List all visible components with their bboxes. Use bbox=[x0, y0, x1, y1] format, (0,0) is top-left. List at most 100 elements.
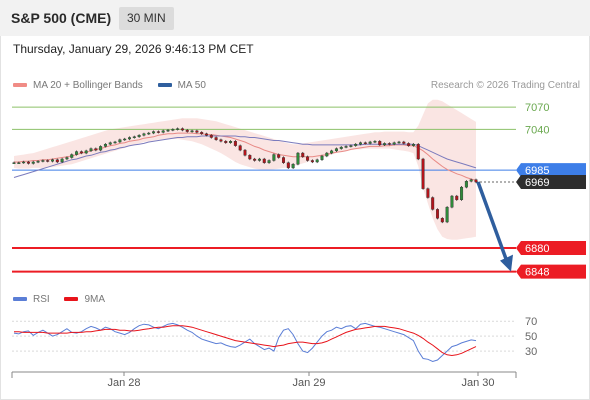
candle-body bbox=[127, 137, 131, 140]
rsi-9ma-line bbox=[14, 325, 477, 357]
instrument-name: S&P 500 (CME) bbox=[11, 10, 112, 26]
rsi-legend: RSI 9MA bbox=[13, 294, 117, 305]
legend-label-9ma: 9MA bbox=[84, 294, 106, 305]
candle-body bbox=[363, 142, 367, 144]
x-tick-label-2: Jan 30 bbox=[461, 377, 494, 389]
candle-body bbox=[431, 197, 435, 210]
candle-body bbox=[176, 128, 180, 130]
candle-body bbox=[296, 152, 300, 165]
candle-body bbox=[31, 161, 35, 164]
candle-body bbox=[26, 161, 30, 164]
candle-body bbox=[373, 141, 377, 143]
candle-body bbox=[301, 152, 305, 157]
candle-body bbox=[416, 143, 420, 160]
candle-body bbox=[411, 143, 415, 146]
candle-body bbox=[469, 179, 473, 182]
legend-label-rsi: RSI bbox=[33, 294, 50, 305]
legend-item-9ma: 9MA bbox=[64, 294, 105, 305]
credit-text: Research © 2026 Trading Central bbox=[430, 80, 580, 91]
candle-body bbox=[267, 160, 271, 163]
candle-body bbox=[387, 143, 391, 145]
candle-body bbox=[166, 129, 170, 132]
candle-body bbox=[94, 148, 98, 151]
legend-item-rsi: RSI bbox=[13, 294, 50, 305]
price-tag-6985 bbox=[516, 163, 586, 178]
candle-body bbox=[315, 159, 319, 163]
bollinger-band-area bbox=[14, 99, 476, 240]
candle-body bbox=[219, 139, 223, 142]
candle-body bbox=[339, 146, 343, 149]
candle-body bbox=[229, 141, 233, 143]
candle-body bbox=[99, 146, 103, 151]
candle-body bbox=[137, 135, 141, 137]
candle-body bbox=[291, 163, 295, 169]
candle-body bbox=[65, 157, 69, 160]
candle-body bbox=[359, 142, 363, 145]
price-tag-6969 bbox=[516, 174, 586, 189]
candle-body bbox=[75, 151, 79, 155]
candle-body bbox=[402, 141, 406, 144]
candle-body bbox=[474, 179, 478, 183]
candle-body bbox=[310, 160, 314, 163]
price-label-6848: 6848 bbox=[525, 267, 549, 279]
candle-body bbox=[79, 151, 83, 154]
candle-body bbox=[51, 159, 55, 162]
candle-body bbox=[440, 218, 444, 223]
price-label-6880: 6880 bbox=[525, 243, 549, 255]
legend-swatch-rsi bbox=[13, 297, 27, 302]
candle-body bbox=[142, 133, 146, 136]
candle-body bbox=[152, 131, 156, 134]
candle-body bbox=[320, 155, 324, 160]
candle-body bbox=[195, 130, 199, 133]
candle-body bbox=[55, 159, 59, 163]
candle-body bbox=[397, 141, 401, 144]
candle-body bbox=[306, 156, 310, 161]
candle-body bbox=[103, 143, 107, 147]
price-label-7070: 7070 bbox=[525, 102, 549, 114]
candle-body bbox=[325, 152, 329, 157]
candle-body bbox=[421, 158, 425, 189]
candle-body bbox=[272, 154, 276, 161]
candle-body bbox=[445, 206, 449, 223]
candle-body bbox=[209, 135, 213, 138]
forecast-arrowhead bbox=[500, 254, 513, 272]
candle-body bbox=[262, 158, 266, 163]
main-legend: MA 20 + Bollinger Bands MA 50 bbox=[13, 80, 218, 91]
legend-label-ma50: MA 50 bbox=[177, 80, 206, 91]
timeframe-badge[interactable]: 30 MIN bbox=[119, 7, 174, 30]
candle-body bbox=[257, 158, 261, 161]
price-label-7040: 7040 bbox=[525, 124, 549, 136]
candle-body bbox=[368, 141, 372, 144]
candle-body bbox=[407, 143, 411, 146]
candle-body bbox=[354, 143, 358, 146]
legend-item-ma50: MA 50 bbox=[157, 80, 206, 91]
candle-body bbox=[185, 129, 189, 132]
candle-body bbox=[118, 139, 122, 143]
ma50-line bbox=[13, 135, 477, 178]
candle-body bbox=[180, 128, 184, 131]
candle-body bbox=[233, 141, 237, 146]
candle-body bbox=[89, 148, 93, 152]
candle-body bbox=[84, 150, 88, 154]
price-label-6969: 6969 bbox=[525, 177, 549, 189]
candle-body bbox=[12, 162, 16, 164]
candle-body bbox=[282, 157, 286, 163]
candle-body bbox=[455, 195, 459, 200]
rsi-tick-50: 50 bbox=[525, 331, 537, 343]
rsi-tick-30: 30 bbox=[525, 346, 537, 358]
candle-body bbox=[204, 133, 208, 136]
candle-body bbox=[238, 145, 242, 151]
candle-body bbox=[113, 141, 117, 144]
candle-body bbox=[70, 154, 74, 158]
candle-body bbox=[60, 158, 64, 163]
legend-label-ma20: MA 20 + Bollinger Bands bbox=[33, 80, 143, 91]
header-bar: S&P 500 (CME) 30 MIN bbox=[0, 0, 590, 36]
candle-body bbox=[156, 131, 160, 133]
candle-body bbox=[123, 138, 127, 141]
price-tag-6848 bbox=[516, 264, 586, 279]
timestamp: Thursday, January 29, 2026 9:46:13 PM CE… bbox=[13, 42, 254, 56]
candle-body bbox=[349, 145, 353, 147]
candle-body bbox=[344, 146, 348, 148]
candle-body bbox=[460, 186, 464, 200]
